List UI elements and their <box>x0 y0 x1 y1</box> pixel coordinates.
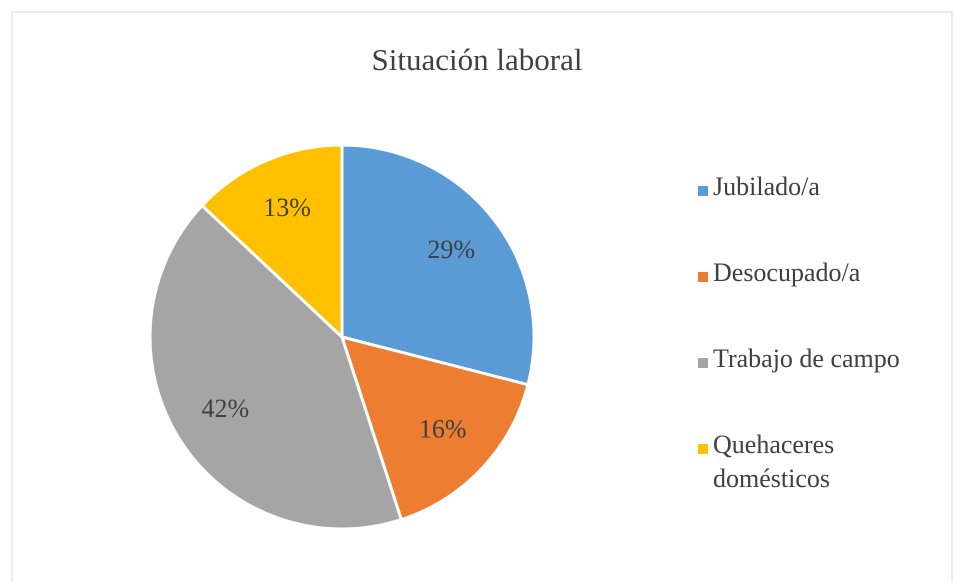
data-label: 16% <box>419 415 467 444</box>
pie-slice <box>199 143 344 341</box>
legend-swatch <box>698 358 708 368</box>
chart-frame <box>11 11 953 582</box>
legend-label: Desocupado/a <box>713 258 861 287</box>
legend-swatch <box>698 444 708 454</box>
legend: Jubilado/a Desocupado/a Trabajo de campo Qu… <box>698 170 948 514</box>
pie-slice <box>340 143 536 387</box>
legend-label: Quehaceres domésticos <box>713 430 835 493</box>
legend-label: Trabajo de campo <box>713 344 900 373</box>
legend-item: Quehaceres domésticos <box>698 428 948 514</box>
legend-swatch <box>698 272 708 282</box>
data-label: 29% <box>427 235 475 264</box>
data-label: 42% <box>201 394 249 423</box>
legend-label: Jubilado/a <box>713 172 820 201</box>
legend-item: Desocupado/a <box>698 256 948 342</box>
legend-item: Trabajo de campo <box>698 342 948 428</box>
pie-slice <box>339 334 530 522</box>
chart-title: Situación laboral <box>372 42 583 77</box>
pie-slice <box>148 203 404 531</box>
data-label: 13% <box>263 193 311 222</box>
legend-item: Jubilado/a <box>698 170 948 256</box>
legend-swatch <box>698 186 708 196</box>
